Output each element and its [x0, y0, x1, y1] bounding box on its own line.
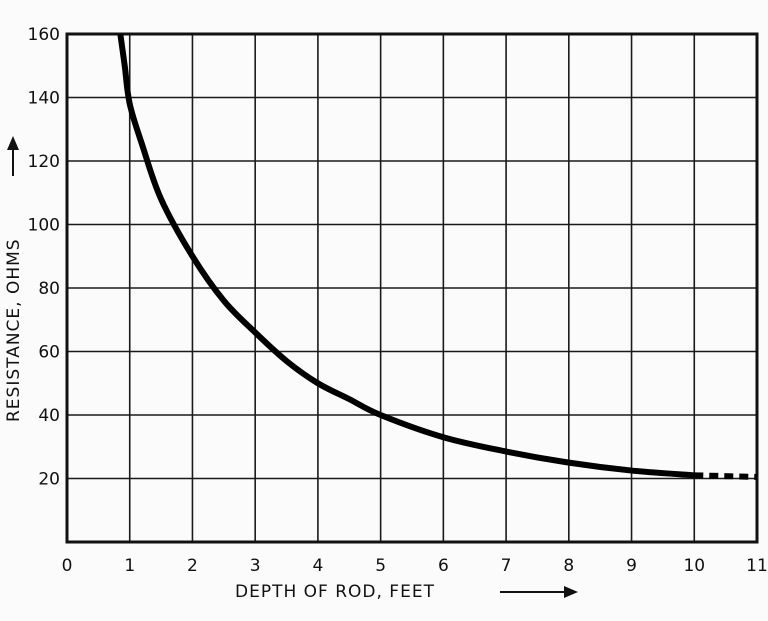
grid-lines — [66, 33, 758, 542]
y-tick-label: 20 — [38, 470, 60, 490]
x-tick-label: 4 — [312, 556, 323, 576]
x-tick-label: 9 — [626, 556, 637, 576]
x-tick-label: 0 — [62, 556, 73, 576]
x-axis-title: DEPTH OF ROD, FEET — [235, 582, 435, 602]
y-tick-label: 160 — [28, 25, 60, 45]
x-tick-label: 2 — [187, 556, 198, 576]
x-tick-label: 3 — [250, 556, 261, 576]
y-axis-arrow — [7, 136, 19, 176]
x-tick-label: 1 — [124, 556, 135, 576]
x-axis-arrow — [500, 586, 578, 598]
y-tick-labels: 20 40 60 80 100 120 140 160 — [28, 25, 60, 490]
y-tick-label: 60 — [38, 343, 60, 363]
x-tick-label: 11 — [746, 556, 768, 576]
y-axis-title: RESISTANCE, OHMS — [4, 238, 24, 422]
y-tick-label: 140 — [28, 89, 60, 109]
series-line — [117, 33, 695, 479]
x-tick-label: 5 — [375, 556, 386, 576]
y-tick-label: 40 — [38, 406, 60, 426]
x-tick-label: 10 — [683, 556, 705, 576]
plot-frame — [65, 32, 759, 544]
x-tick-labels: 0 1 2 3 4 5 6 7 8 9 10 11 — [62, 556, 768, 576]
x-tick-label: 6 — [438, 556, 449, 576]
y-tick-label: 120 — [28, 152, 60, 172]
series-layer — [117, 33, 758, 480]
y-tick-label: 100 — [28, 216, 60, 236]
x-tick-label: 7 — [501, 556, 512, 576]
y-tick-label: 80 — [38, 279, 60, 299]
series-line-extrapolated — [694, 472, 758, 480]
x-tick-label: 8 — [563, 556, 574, 576]
